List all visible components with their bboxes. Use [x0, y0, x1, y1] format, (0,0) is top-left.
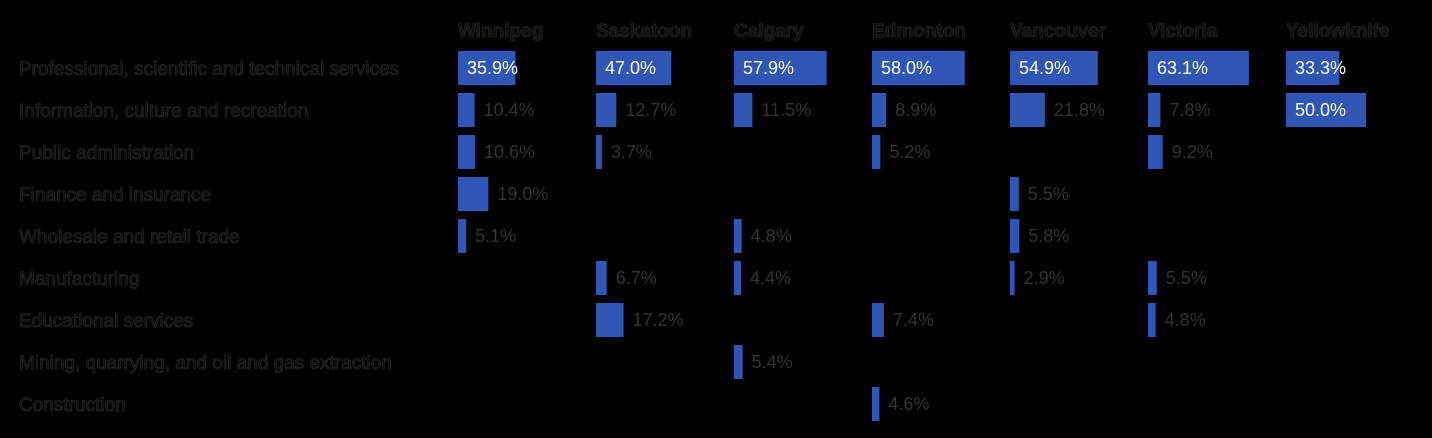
bar-vancouver-manufacturing [1010, 261, 1015, 295]
bar-winnipeg-information-culture-and-recreation [458, 93, 475, 127]
bar-edmonton-public-administration [872, 135, 881, 169]
value-label-winnipeg-professional-scientific-and-technical-services: 35.9% [467, 58, 518, 78]
bar-calgary-wholesale-and-retail-trade [734, 219, 742, 253]
value-label-victoria-manufacturing: 5.5% [1166, 268, 1207, 288]
value-label-edmonton-public-administration: 5.2% [889, 142, 930, 162]
bar-calgary-professional-scientific-and-technical-services [734, 51, 827, 85]
value-label-saskatoon-public-administration: 3.7% [611, 142, 652, 162]
bar-edmonton-construction [872, 387, 880, 421]
row-label-information-culture-and-recreation: Information, culture and recreation [19, 101, 308, 122]
bar-saskatoon-manufacturing [596, 261, 607, 295]
bar-yellowknife-information-culture-and-recreation [1286, 93, 1366, 127]
bar-victoria-public-administration [1148, 135, 1163, 169]
row-label-public-administration: Public administration [19, 143, 194, 164]
bar-victoria-information-culture-and-recreation [1148, 93, 1161, 127]
row-label-mining-quarrying-and-oil-and-gas-extraction: Mining, quarrying, and oil and gas extra… [19, 353, 392, 374]
value-label-victoria-professional-scientific-and-technical-services: 63.1% [1157, 58, 1208, 78]
value-label-vancouver-wholesale-and-retail-trade: 5.8% [1028, 226, 1069, 246]
value-label-saskatoon-information-culture-and-recreation: 12.7% [625, 100, 676, 120]
bar-saskatoon-information-culture-and-recreation [596, 93, 617, 127]
value-label-vancouver-information-culture-and-recreation: 21.8% [1054, 100, 1105, 120]
bar-victoria-professional-scientific-and-technical-services [1148, 51, 1249, 85]
row-label-finance-and-insurance: Finance and insurance [19, 185, 211, 206]
value-label-victoria-public-administration: 9.2% [1172, 142, 1213, 162]
bar-edmonton-information-culture-and-recreation [872, 93, 887, 127]
bar-edmonton-educational-services [872, 303, 884, 337]
value-label-winnipeg-wholesale-and-retail-trade: 5.1% [475, 226, 516, 246]
bar-victoria-educational-services [1148, 303, 1156, 337]
column-header-saskatoon: Saskatoon [596, 21, 692, 42]
value-label-vancouver-finance-and-insurance: 5.5% [1028, 184, 1069, 204]
value-labels: 35.9% 10.4% 10.6% 19.0% 5.1% 47.0% 12.7% 3.7% 6.… [467, 58, 1346, 414]
bars [458, 51, 1366, 421]
row-label-educational-services: Educational services [19, 311, 193, 332]
column-header-victoria: Victoria [1148, 21, 1218, 42]
bar-saskatoon-educational-services [596, 303, 624, 337]
bar-victoria-manufacturing [1148, 261, 1157, 295]
value-label-edmonton-educational-services: 7.4% [893, 310, 934, 330]
value-label-winnipeg-public-administration: 10.6% [484, 142, 535, 162]
column-headers: Winnipeg Saskatoon Calgary Edmonton Vancouve… [458, 21, 1390, 43]
value-label-saskatoon-professional-scientific-and-technical-services: 47.0% [605, 58, 656, 78]
bar-vancouver-wholesale-and-retail-trade [1010, 219, 1020, 253]
column-header-winnipeg: Winnipeg [458, 21, 543, 42]
value-label-calgary-wholesale-and-retail-trade: 4.8% [751, 226, 792, 246]
value-label-edmonton-construction: 4.6% [888, 394, 929, 414]
row-labels: Professional, scientific and technical s… [19, 59, 400, 417]
value-label-calgary-manufacturing: 4.4% [750, 268, 791, 288]
value-label-edmonton-information-culture-and-recreation: 8.9% [895, 100, 936, 120]
value-label-vancouver-manufacturing: 2.9% [1024, 268, 1065, 288]
row-label-manufacturing: Manufacturing [19, 269, 139, 290]
value-label-saskatoon-manufacturing: 6.7% [616, 268, 657, 288]
bar-winnipeg-wholesale-and-retail-trade [458, 219, 467, 253]
row-label-construction: Construction [19, 395, 126, 416]
bar-calgary-manufacturing [734, 261, 742, 295]
row-label-wholesale-and-retail-trade: Wholesale and retail trade [19, 227, 240, 248]
value-label-vancouver-professional-scientific-and-technical-services: 54.9% [1019, 58, 1070, 78]
bar-winnipeg-professional-scientific-and-technical-services [458, 51, 516, 85]
bar-calgary-information-culture-and-recreation [734, 93, 753, 127]
column-header-edmonton: Edmonton [872, 21, 966, 42]
bar-saskatoon-professional-scientific-and-technical-services [596, 51, 672, 85]
value-label-edmonton-professional-scientific-and-technical-services: 58.0% [881, 58, 932, 78]
bar-saskatoon-public-administration [596, 135, 602, 169]
bar-yellowknife-professional-scientific-and-technical-services [1286, 51, 1340, 85]
bar-vancouver-information-culture-and-recreation [1010, 93, 1045, 127]
bar-calgary-mining-quarrying-and-oil-and-gas-extraction [734, 345, 743, 379]
value-label-victoria-information-culture-and-recreation: 7.8% [1169, 100, 1210, 120]
column-header-calgary: Calgary [734, 21, 804, 42]
value-label-winnipeg-information-culture-and-recreation: 10.4% [484, 100, 535, 120]
row-label-professional-scientific-and-technical-services: Professional, scientific and technical s… [19, 59, 399, 80]
value-label-calgary-information-culture-and-recreation: 11.5% [761, 100, 811, 120]
bar-winnipeg-public-administration [458, 135, 475, 169]
bar-vancouver-finance-and-insurance [1010, 177, 1019, 211]
column-header-vancouver: Vancouver [1010, 21, 1107, 42]
value-label-victoria-educational-services: 4.8% [1165, 310, 1206, 330]
value-label-calgary-mining-quarrying-and-oil-and-gas-extraction: 5.4% [752, 352, 793, 372]
bar-edmonton-professional-scientific-and-technical-services [872, 51, 965, 85]
value-label-yellowknife-professional-scientific-and-technical-services: 33.3% [1295, 58, 1346, 78]
value-label-yellowknife-information-culture-and-recreation: 50.0% [1295, 100, 1346, 120]
value-label-calgary-professional-scientific-and-technical-services: 57.9% [743, 58, 794, 78]
column-header-yellowknife: Yellowknife [1286, 21, 1389, 42]
value-label-saskatoon-educational-services: 17.2% [633, 310, 684, 330]
bar-winnipeg-finance-and-insurance [458, 177, 489, 211]
value-label-winnipeg-finance-and-insurance: 19.0% [497, 184, 548, 204]
bar-vancouver-professional-scientific-and-technical-services [1010, 51, 1098, 85]
